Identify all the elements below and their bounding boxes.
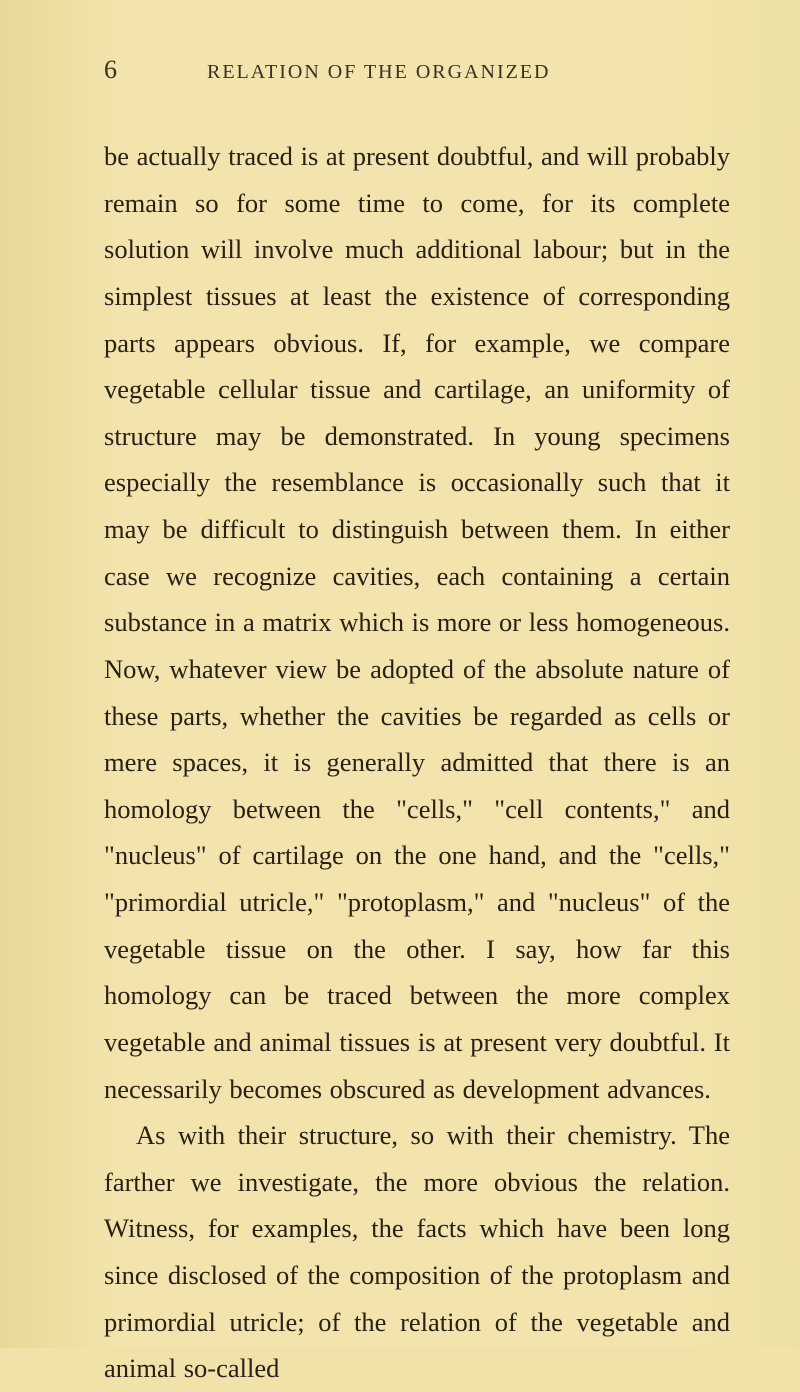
page-number: 6 bbox=[104, 55, 117, 85]
running-title: RELATION OF THE ORGANIZED bbox=[207, 61, 551, 84]
body-text: be actually traced is at present doubtfu… bbox=[104, 133, 730, 1392]
page-header: 6 RELATION OF THE ORGANIZED bbox=[104, 55, 730, 85]
paragraph-1: be actually traced is at present doubtfu… bbox=[104, 133, 730, 1112]
document-page: 6 RELATION OF THE ORGANIZED be actually … bbox=[0, 0, 800, 1348]
paragraph-2: As with their structure, so with their c… bbox=[104, 1112, 730, 1392]
